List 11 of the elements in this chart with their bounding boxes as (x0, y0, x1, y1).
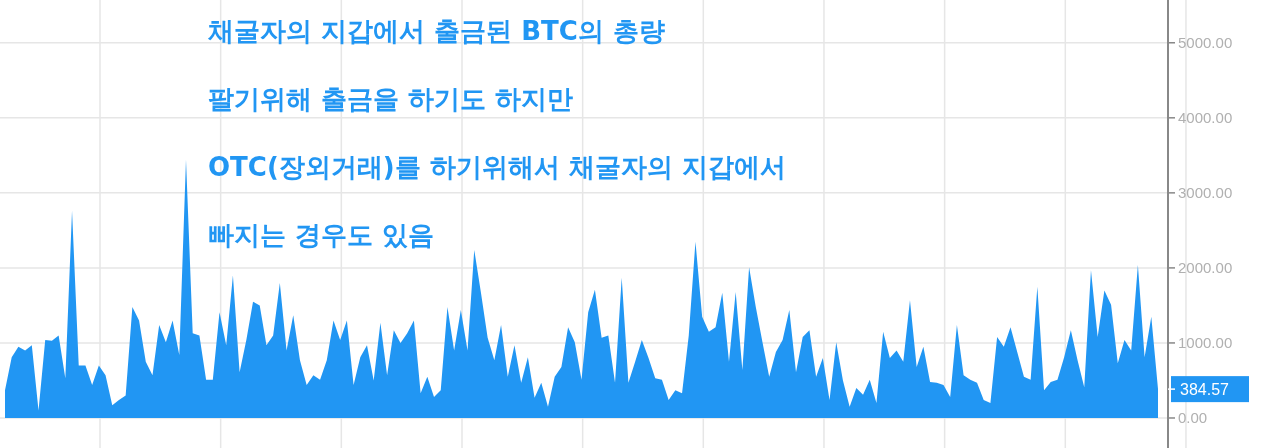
annotation: 채굴자의 지갑에서 출금된 BTC의 총량 (208, 16, 665, 46)
text: 384.57 (1180, 381, 1230, 399)
y-tick-label: 2000.00 (1178, 258, 1233, 276)
y-tick-label: 4000.00 (1178, 108, 1233, 126)
annotation: OTC(장외거래)를 하기위해서 채굴자의 지갑에서 (208, 152, 786, 182)
y-tick-label: 1000.00 (1178, 333, 1233, 351)
y-tick-label: 5000.00 (1178, 33, 1233, 51)
annotation: 빠지는 경우도 있음 (208, 220, 435, 250)
annotation: 팔기위해 출금을 하기도 하지만 (208, 84, 574, 114)
y-tick-label: 3000.00 (1178, 183, 1233, 201)
y-tick-label: 0.00 (1178, 408, 1208, 426)
